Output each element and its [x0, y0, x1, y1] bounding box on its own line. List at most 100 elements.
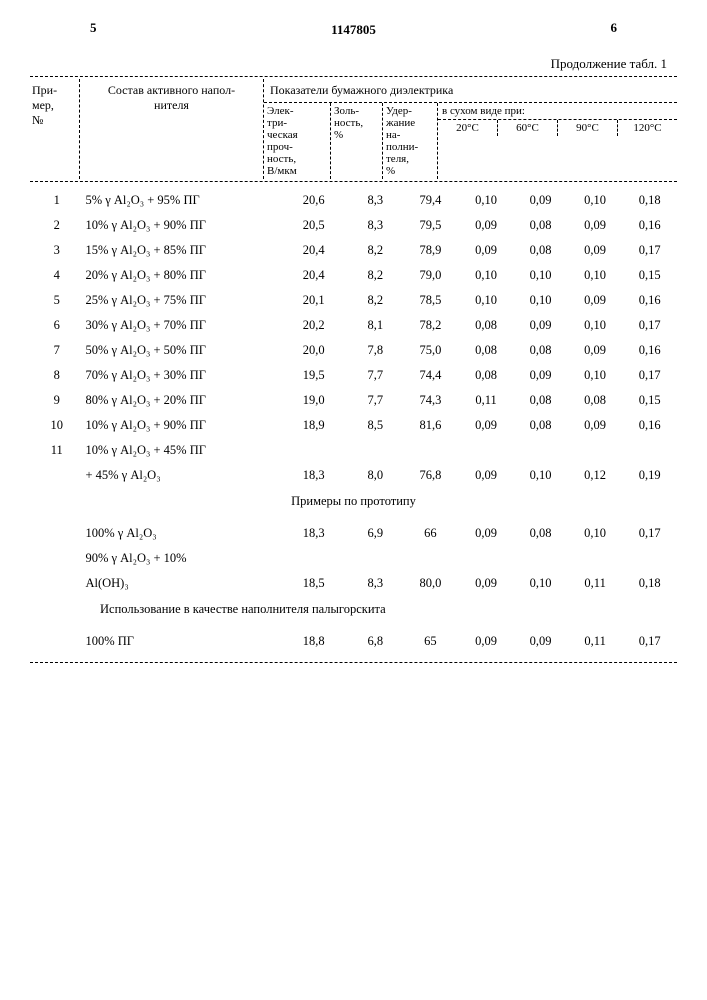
table-cell: 10% γ Al₂O₃ + 90% ПГ — [83, 413, 278, 438]
table-cell: 0,10 — [459, 263, 514, 288]
section-prototype: Примеры по прототипу — [30, 488, 677, 515]
table-cell — [349, 546, 402, 571]
table-cell: 15% γ Al₂O₃ + 85% ПГ — [83, 238, 278, 263]
table-cell: 0,09 — [459, 463, 514, 488]
table-cell — [568, 438, 623, 463]
table-row: 980% γ Al₂O₃ + 20% ПГ19,07,774,30,11 0,08… — [30, 388, 677, 413]
table-cell: 8,2 — [349, 238, 402, 263]
table-cell: 0,16 — [622, 338, 677, 363]
table-cell: 20,2 — [279, 313, 349, 338]
table-cell: Al(OH)₃ — [83, 571, 278, 596]
table-cell: 0,10 — [568, 521, 623, 546]
table-cell: 18,3 — [279, 463, 349, 488]
table-cell: 0,08 — [513, 413, 568, 438]
table-cell: 0,18 — [622, 571, 677, 596]
table-cell: 8,2 — [349, 263, 402, 288]
table-header-row2: Элек- три- ческая проч- ность, В/мкм Зол… — [264, 103, 677, 179]
table-row: 100% γ Al₂O₃18,36,9660,090,080,100,17 — [30, 521, 677, 546]
table-cell: 20,0 — [279, 338, 349, 363]
table-cell: 0,09 — [568, 238, 623, 263]
table-row: 210% γ Al₂O₃ + 90% ПГ20,58,379,50,090,08… — [30, 213, 677, 238]
table-cell: 0,15 — [622, 388, 677, 413]
table-cell: 0,17 — [622, 363, 677, 388]
table-cell: 8,3 — [349, 213, 402, 238]
table-cell: 7,7 — [349, 388, 402, 413]
table-cell: 18,9 — [279, 413, 349, 438]
header-uderzhanie: Удер- жание на- полни- теля, % — [383, 103, 438, 179]
table-header-row1: При- мер, № Состав активного напол- ните… — [30, 79, 677, 179]
header-pokazateli: Показатели бумажного диэлектрика — [264, 79, 677, 102]
table-cell: 80% γ Al₂O₃ + 20% ПГ — [83, 388, 278, 413]
table-cell — [459, 438, 514, 463]
table-cell: 0,10 — [513, 463, 568, 488]
table-cell: 10 — [30, 413, 83, 438]
table-cell: 0,10 — [568, 363, 623, 388]
table-cell: 0,09 — [568, 213, 623, 238]
table-cell: 30% γ Al₂O₃ + 70% ПГ — [83, 313, 278, 338]
table-cell: 78,9 — [402, 238, 459, 263]
table-row: 1010% γ Al₂O₃ + 90% ПГ18,98,581,60,090,0… — [30, 413, 677, 438]
divider — [30, 662, 677, 663]
table-cell: 0,08 — [513, 213, 568, 238]
divider — [30, 181, 677, 182]
table-cell: 0,10 — [568, 188, 623, 213]
table-cell — [30, 546, 83, 571]
table-cell: 4 — [30, 263, 83, 288]
table-cell: 0,10 — [513, 263, 568, 288]
header-elektr: Элек- три- ческая проч- ность, В/мкм — [264, 103, 331, 179]
palygorskite-table: 100% ПГ18,86,8650,090,090,110,17 — [30, 629, 677, 654]
table-cell: 7,7 — [349, 363, 402, 388]
table-cell: 74,3 — [402, 388, 459, 413]
table-cell: 0,09 — [459, 213, 514, 238]
table-cell: 0,17 — [622, 238, 677, 263]
table-cell: 76,8 — [402, 463, 459, 488]
table-cell: 0,16 — [622, 413, 677, 438]
table-cell: 0,16 — [622, 213, 677, 238]
table-cell: 0,09 — [459, 238, 514, 263]
table-cell: 90% γ Al₂O₃ + 10% — [83, 546, 278, 571]
table-cell: 0,08 — [513, 238, 568, 263]
table-cell: 11 — [30, 438, 83, 463]
table-cell: 18,3 — [279, 521, 349, 546]
table-cell: 8,0 — [349, 463, 402, 488]
table-cell: 0,10 — [568, 313, 623, 338]
header-zolnost: Золь- ность, % — [331, 103, 383, 179]
table-cell: 0,17 — [622, 521, 677, 546]
table-cell: 0,09 — [459, 571, 514, 596]
table-cell: 20,6 — [279, 188, 349, 213]
table-cell: 78,2 — [402, 313, 459, 338]
table-cell: 79,4 — [402, 188, 459, 213]
table-cell: 0,11 — [459, 388, 514, 413]
table-cell: 8,2 — [349, 288, 402, 313]
table-cell: 0,17 — [622, 629, 677, 654]
table-cell: 2 — [30, 213, 83, 238]
header-primer: При- мер, № — [30, 79, 80, 179]
table-cell — [349, 438, 402, 463]
table-cell: 100% ПГ — [83, 629, 278, 654]
table-cell — [279, 546, 349, 571]
table-cell: 0,17 — [622, 313, 677, 338]
table-cell: 20,4 — [279, 238, 349, 263]
table-cell: 74,4 — [402, 363, 459, 388]
table-cell: 65 — [402, 629, 459, 654]
table-cell: 0,09 — [513, 188, 568, 213]
table-cell: 9 — [30, 388, 83, 413]
table-cell — [30, 521, 83, 546]
table-cell: 20,5 — [279, 213, 349, 238]
table-cell: 0,08 — [513, 521, 568, 546]
table-cell: 0,09 — [459, 629, 514, 654]
table-cell: 19,0 — [279, 388, 349, 413]
table-cell: 20,1 — [279, 288, 349, 313]
table-cell: 0,08 — [568, 388, 623, 413]
table-cell — [513, 546, 568, 571]
document-number: 1147805 — [30, 22, 677, 38]
table-row: 90% γ Al₂O₃ + 10% — [30, 546, 677, 571]
table-cell: 3 — [30, 238, 83, 263]
table-cell — [459, 546, 514, 571]
table-cell: 8,5 — [349, 413, 402, 438]
table-cell: 8,3 — [349, 188, 402, 213]
table-cell: 0,08 — [459, 338, 514, 363]
table-cell: 0,09 — [459, 413, 514, 438]
table-cell — [622, 546, 677, 571]
table-row: 870% γ Al₂O₃ + 30% ПГ19,57,774,40,080,09… — [30, 363, 677, 388]
